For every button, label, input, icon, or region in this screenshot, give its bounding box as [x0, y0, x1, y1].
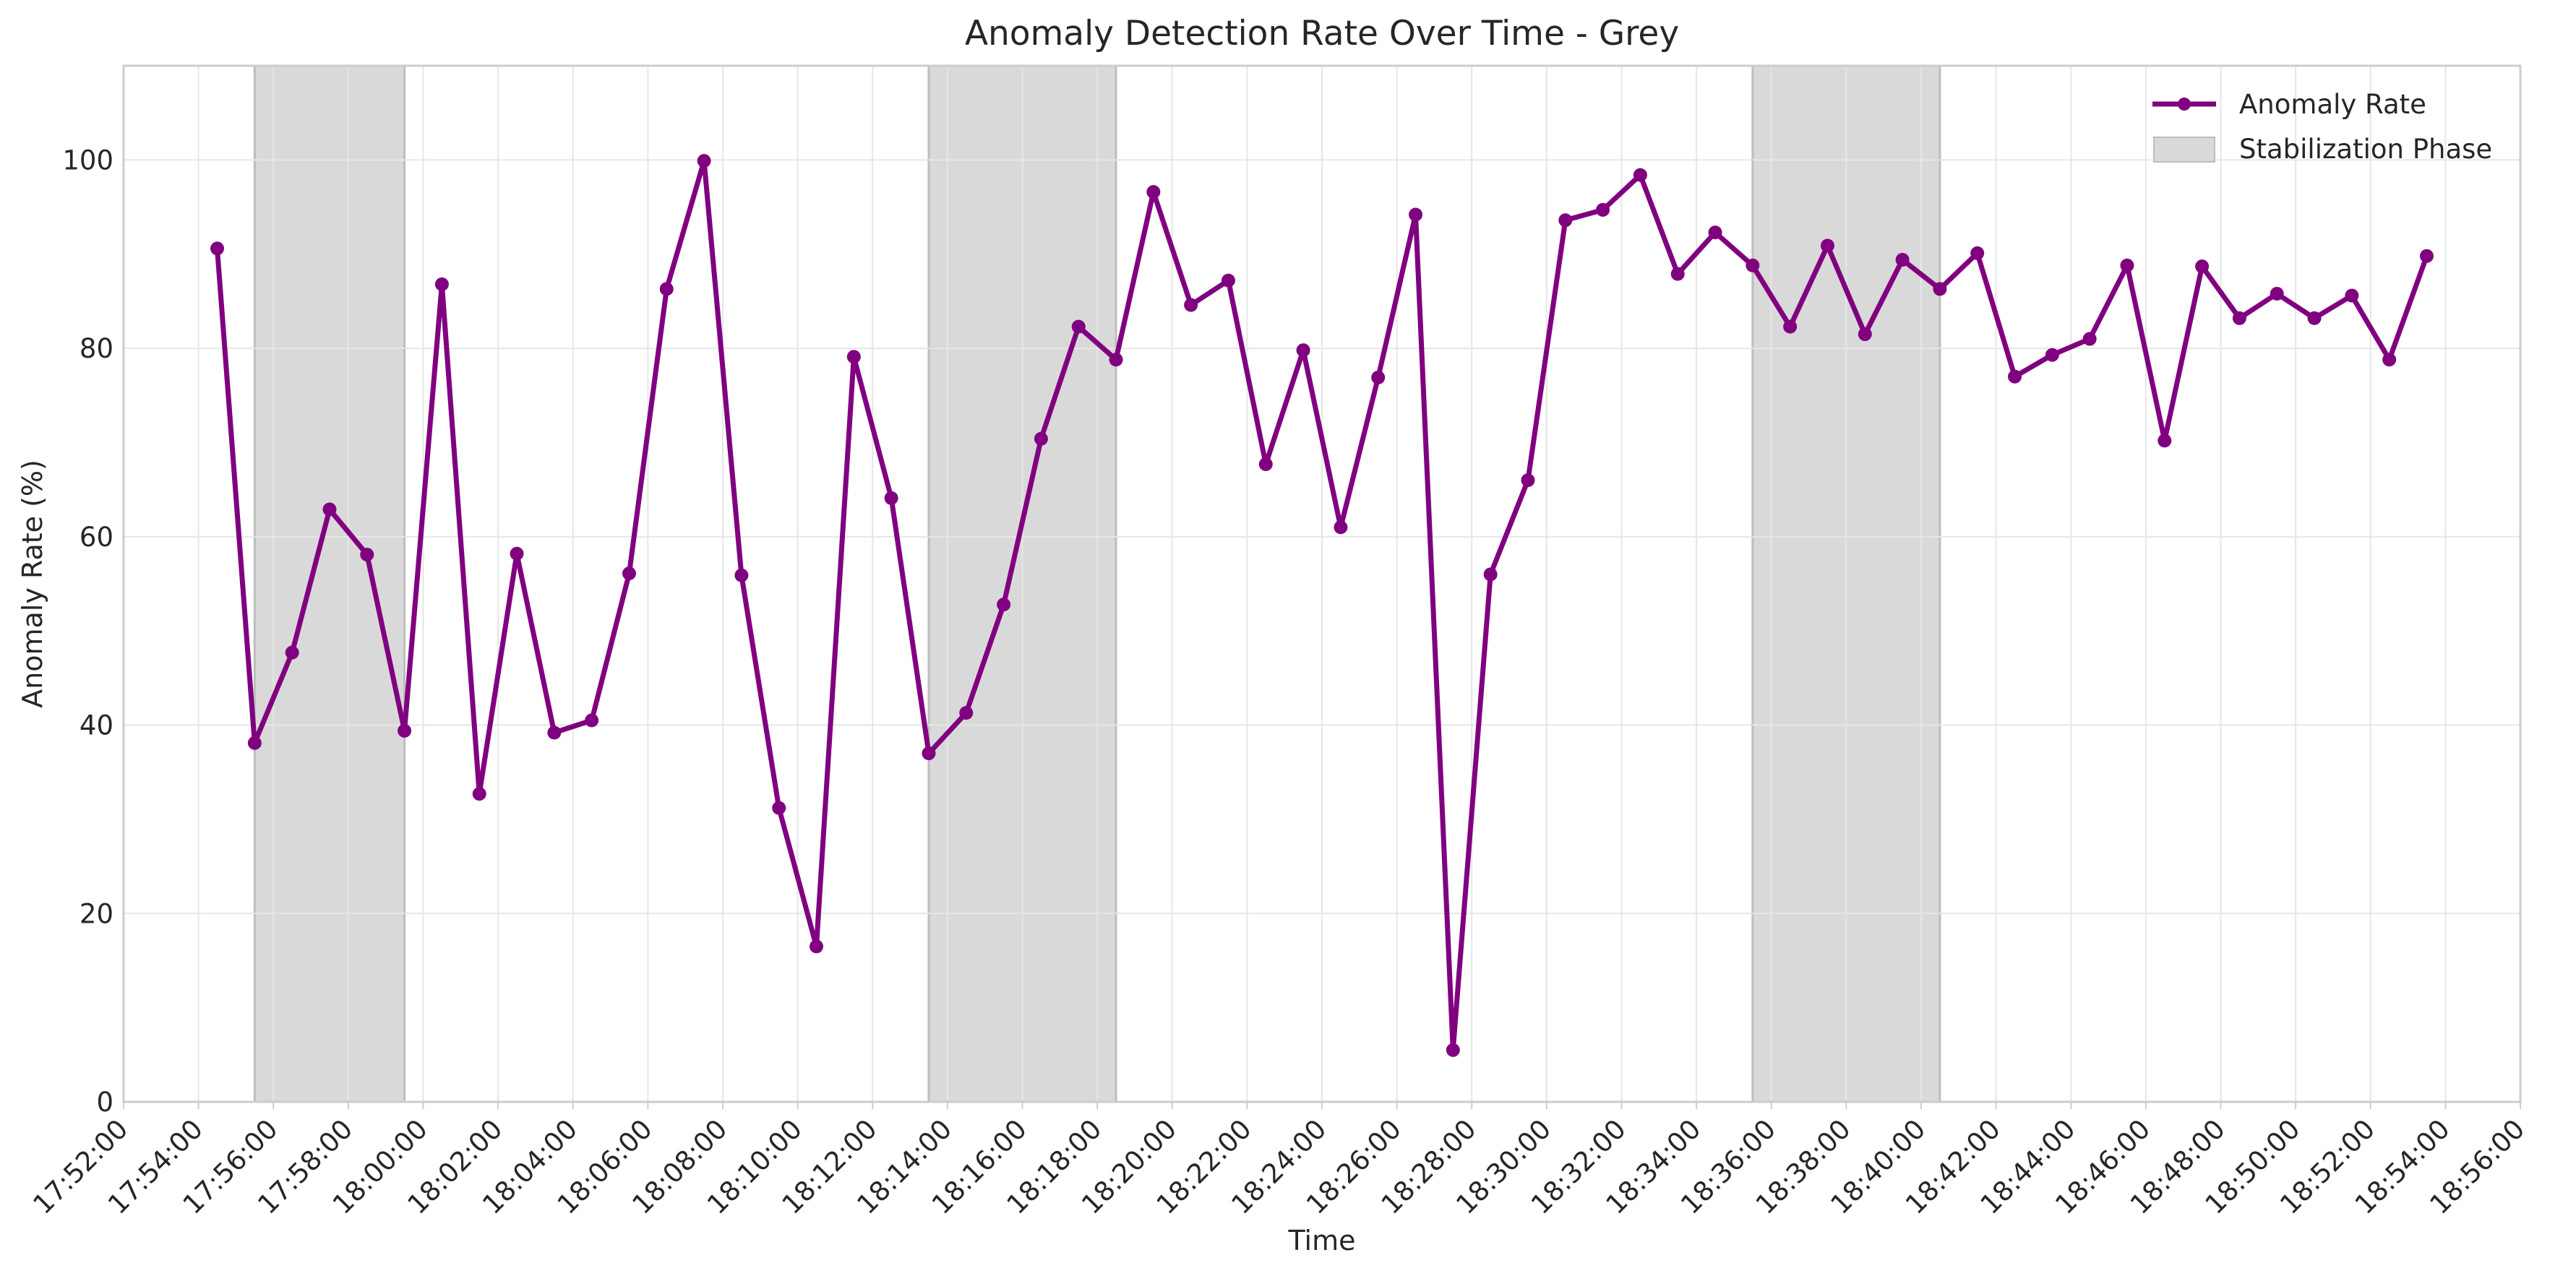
anomaly-rate-point	[2120, 258, 2134, 272]
anomaly-rate-point	[1708, 225, 1722, 240]
anomaly-rate-point	[2045, 348, 2059, 362]
anomaly-rate-point	[1034, 431, 1048, 446]
anomaly-rate-point	[547, 725, 562, 740]
anomaly-rate-point	[846, 350, 861, 364]
anomaly-rate-point	[1596, 202, 1610, 217]
y-tick-label: 0	[96, 1087, 113, 1118]
anomaly-rate-point	[285, 645, 299, 660]
y-tick-label: 100	[62, 145, 113, 176]
anomaly-rate-point	[1895, 253, 1910, 267]
anomaly-rate-point	[1858, 327, 1872, 342]
anomaly-rate-point	[1633, 168, 1647, 182]
anomaly-rate-point	[1371, 371, 1386, 385]
anomaly-rate-point	[247, 736, 262, 750]
anomaly-rate-point	[1296, 343, 1310, 358]
anomaly-rate-point	[1746, 258, 1760, 272]
legend-label-stabilization-phase: Stabilization Phase	[2239, 134, 2492, 165]
anomaly-rate-point	[997, 598, 1011, 612]
anomaly-rate-point	[2232, 311, 2246, 325]
anomaly-rate-point	[1820, 238, 1834, 253]
anomaly-rate-point	[434, 277, 449, 291]
anomaly-rate-point	[1109, 353, 1123, 367]
anomaly-rate-point	[1146, 185, 1161, 199]
legend-marker-swatch	[2178, 98, 2191, 111]
anomaly-rate-point	[2419, 249, 2434, 263]
anomaly-rate-point	[1184, 298, 1198, 312]
anomaly-rate-point	[1221, 273, 1235, 288]
stabilization-phase-region-1	[253, 64, 406, 1103]
anomaly-rate-point	[959, 706, 974, 720]
anomaly-rate-point	[472, 787, 486, 801]
anomaly-rate-point	[1258, 457, 1273, 471]
anomaly-rate-point	[398, 723, 412, 738]
anomaly-rate-point	[1334, 520, 1348, 535]
anomaly-rate-point	[1521, 473, 1535, 488]
chart-title: Anomaly Detection Rate Over Time - Grey	[965, 14, 1679, 53]
y-tick-label: 20	[80, 898, 113, 929]
anomaly-rate-point	[2082, 332, 2097, 346]
anomaly-rate-point	[734, 568, 749, 582]
anomaly-rate-point	[1933, 282, 1947, 296]
anomaly-rate-point	[2270, 286, 2284, 301]
anomaly-rate-point	[2382, 353, 2397, 367]
anomaly-rate-point	[1558, 213, 1573, 228]
anomaly-rate-point	[360, 548, 374, 562]
legend-patch-swatch	[2153, 137, 2215, 163]
anomaly-rate-point	[2307, 311, 2322, 325]
anomaly-rate-point	[1670, 267, 1685, 281]
anomaly-rate-point	[772, 801, 786, 815]
y-tick-label: 80	[80, 333, 113, 364]
anomaly-rate-point	[1446, 1043, 1460, 1057]
y-axis-label: Anomaly Rate (%)	[17, 460, 48, 708]
legend: Anomaly Rate Stabilization Phase	[2152, 89, 2492, 165]
anomaly-rate-point	[659, 282, 674, 296]
anomaly-rate-point	[922, 746, 936, 761]
y-tick-label: 40	[80, 710, 113, 741]
anomaly-rate-point	[1483, 567, 1498, 582]
anomaly-rate-point	[585, 713, 599, 728]
gridlines	[123, 66, 2521, 1103]
anomaly-rate-point	[2345, 288, 2359, 303]
y-ticks: 0 20 40 60 80 100	[62, 145, 113, 1118]
anomaly-rate-point	[884, 491, 898, 505]
anomaly-rate-point	[2195, 259, 2210, 274]
y-tick-label: 60	[80, 522, 113, 553]
anomaly-rate-point	[622, 566, 636, 581]
legend-label-anomaly-rate: Anomaly Rate	[2239, 89, 2426, 120]
anomaly-rate-point	[1071, 319, 1086, 334]
anomaly-rate-point	[2008, 369, 2022, 384]
anomaly-rate-point	[697, 154, 711, 168]
anomaly-rate-point	[322, 502, 337, 517]
anomaly-rate-point	[1409, 207, 1423, 222]
anomaly-rate-point	[2158, 434, 2172, 448]
anomaly-rate-point	[1970, 246, 1985, 260]
series-anomaly-rate	[210, 154, 2434, 1057]
anomaly-rate-point	[210, 241, 225, 256]
anomaly-rate-point	[1783, 319, 1798, 334]
anomaly-rate-point	[510, 546, 524, 561]
x-axis-label: Time	[1288, 1225, 1356, 1256]
anomaly-rate-point	[810, 939, 824, 954]
